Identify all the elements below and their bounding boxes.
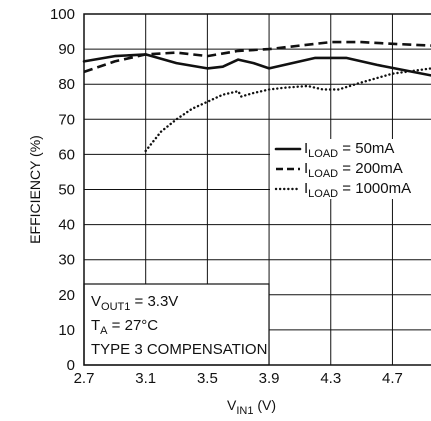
- legend-label: ILOAD = 1000mA: [304, 180, 411, 200]
- y-tick-label: 40: [58, 217, 75, 234]
- y-tick-labels: 0 10 20 30 40 50 60 70 80 90 100: [50, 6, 75, 374]
- y-tick-label: 80: [58, 76, 75, 93]
- x-tick-label: 3.9: [259, 370, 280, 387]
- legend-label: ILOAD = 50mA: [304, 140, 394, 160]
- y-axis-label: EFFICIENCY (%): [27, 135, 43, 244]
- y-tick-label: 70: [58, 111, 75, 128]
- annotation-line: TA = 27°C: [91, 317, 158, 337]
- series-lines: [82, 40, 431, 153]
- annotation-line: TYPE 3 COMPENSATION: [91, 341, 267, 358]
- x-tick-label: 3.5: [197, 370, 218, 387]
- x-tick-label: 4.7: [382, 370, 403, 387]
- y-tick-label: 30: [58, 252, 75, 269]
- annotation-text: VOUT1 = 3.3V TA = 27°C TYPE 3 COMPENSATION: [91, 293, 267, 358]
- series-line-solid: [82, 53, 431, 77]
- y-tick-label: 60: [58, 146, 75, 163]
- annotation-line: VOUT1 = 3.3V: [91, 293, 178, 313]
- x-tick-label: 2.7: [74, 370, 95, 387]
- legend-label: ILOAD = 200mA: [304, 160, 403, 180]
- y-tick-label: 90: [58, 41, 75, 58]
- y-tick-label: 50: [58, 182, 75, 199]
- x-axis-label: VIN1 (V): [227, 397, 276, 417]
- y-tick-label: 100: [50, 6, 75, 23]
- y-tick-label: 10: [58, 322, 75, 339]
- x-tick-label: 3.1: [135, 370, 156, 387]
- plot-frame: [83, 13, 431, 366]
- y-tick-label: 0: [67, 357, 75, 374]
- series-line-dashed: [83, 40, 431, 74]
- x-tick-label: 4.3: [320, 370, 341, 387]
- x-tick-labels: 2.7 3.1 3.5 3.9 4.3 4.7: [74, 370, 403, 387]
- y-tick-label: 20: [58, 287, 75, 304]
- series-line-dotted: [144, 67, 431, 153]
